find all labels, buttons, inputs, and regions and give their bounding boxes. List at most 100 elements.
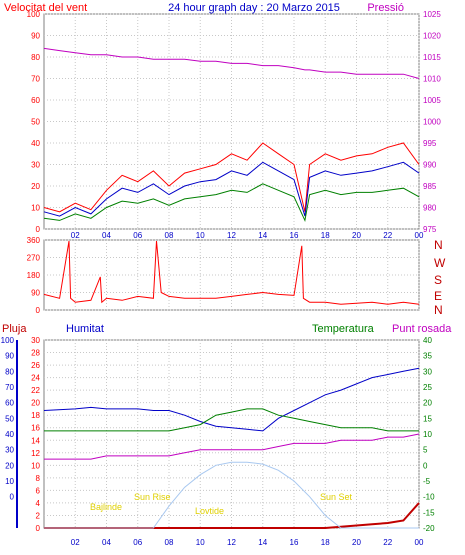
x-tick-bottom-14: 14 [258, 538, 267, 547]
y-tick-rain-2: 2 [36, 511, 41, 520]
y-tick-temp-25: 25 [423, 383, 432, 392]
x-tick-top-12: 12 [227, 231, 236, 240]
y-tick-wind-90: 90 [31, 32, 40, 41]
pressure-axis-label: Pressió [367, 2, 404, 14]
temperature-label: Temperatura [312, 323, 375, 335]
y-tick-wind-20: 20 [31, 182, 40, 191]
x-tick-top-20: 20 [352, 231, 361, 240]
x-tick-bottom-16: 16 [290, 538, 299, 547]
y-tick-humidity-30: 30 [5, 446, 14, 455]
series-bottom-2 [44, 433, 420, 460]
y-tick-dir-0: 0 [36, 306, 41, 315]
y-tick-temp-15: 15 [423, 414, 432, 423]
dewpoint-label: Punt rosada [392, 323, 452, 335]
y-tick-humidity-60: 60 [5, 399, 14, 408]
x-tick-top-16: 16 [290, 231, 299, 240]
x-tick-top-08: 08 [165, 231, 174, 240]
y-tick-dir-360: 360 [27, 236, 41, 245]
x-tick-bottom-00: 00 [415, 538, 424, 547]
y-tick-rain-18: 18 [31, 411, 40, 420]
y-tick-temp-20: 20 [423, 399, 432, 408]
y-tick-wind-10: 10 [31, 204, 40, 213]
y-tick-wind-60: 60 [31, 96, 40, 105]
y-tick-rain-14: 14 [31, 436, 40, 445]
compass-label-e: E [434, 289, 442, 303]
y-tick-temp--5: -5 [423, 477, 431, 486]
y-tick-dir-90: 90 [31, 289, 40, 298]
sun-label-sunset: Sun Set [320, 492, 353, 502]
x-tick-bottom-22: 22 [383, 538, 392, 547]
x-tick-bottom-18: 18 [321, 538, 330, 547]
y-tick-dir-180: 180 [27, 271, 41, 280]
y-tick-rain-10: 10 [31, 461, 40, 470]
sun-label-lovtide: Lovtide [195, 506, 224, 516]
series-bottom-0 [43, 367, 420, 432]
y-tick-humidity-80: 80 [5, 367, 14, 376]
y-tick-temp--20: -20 [423, 524, 435, 533]
series-top-1 [43, 161, 420, 217]
compass-label-n-top: N [434, 238, 443, 252]
x-tick-top-22: 22 [383, 231, 392, 240]
x-tick-top-18: 18 [321, 231, 330, 240]
y-tick-wind-50: 50 [31, 118, 40, 127]
x-tick-bottom-20: 20 [352, 538, 361, 547]
y-tick-pressure-985: 985 [423, 182, 437, 191]
series-top-2 [43, 183, 420, 223]
x-tick-top-02: 02 [71, 231, 80, 240]
y-tick-temp-0: 0 [423, 461, 428, 470]
x-tick-top-06: 06 [133, 231, 142, 240]
series-direction-0 [43, 240, 420, 305]
series-bottom-4 [44, 461, 419, 529]
x-tick-bottom-12: 12 [227, 538, 236, 547]
y-tick-wind-80: 80 [31, 53, 40, 62]
y-tick-humidity-10: 10 [5, 477, 14, 486]
y-tick-wind-30: 30 [31, 161, 40, 170]
x-tick-bottom-08: 08 [165, 538, 174, 547]
y-tick-temp--15: -15 [423, 508, 435, 517]
y-tick-humidity-50: 50 [5, 414, 14, 423]
x-tick-bottom-10: 10 [196, 538, 205, 547]
y-tick-temp-40: 40 [423, 336, 432, 345]
y-tick-pressure-990: 990 [423, 161, 437, 170]
y-tick-rain-26: 26 [31, 361, 40, 370]
y-tick-dir-270: 270 [27, 254, 41, 263]
y-tick-rain-12: 12 [31, 449, 40, 458]
rain-label: Pluja [2, 323, 27, 335]
y-tick-rain-4: 4 [36, 499, 41, 508]
humidity-label: Humitat [66, 323, 104, 335]
x-tick-top-00: 00 [415, 231, 424, 240]
sun-label-bajlinde: Bajlinde [90, 502, 122, 512]
sun-label-sunrise: Sun Rise [134, 492, 171, 502]
y-tick-pressure-1005: 1005 [423, 96, 441, 105]
y-tick-pressure-1000: 1000 [423, 118, 441, 127]
y-tick-rain-8: 8 [36, 474, 41, 483]
y-tick-humidity-90: 90 [5, 352, 14, 361]
series-bottom-1 [44, 408, 419, 432]
y-tick-temp-5: 5 [423, 446, 428, 455]
y-tick-rain-22: 22 [31, 386, 40, 395]
compass-label-w: W [434, 256, 446, 270]
y-tick-wind-0: 0 [36, 225, 41, 234]
y-tick-rain-20: 20 [31, 399, 40, 408]
y-tick-humidity-0: 0 [10, 493, 15, 502]
x-tick-top-10: 10 [196, 231, 205, 240]
y-tick-rain-24: 24 [31, 374, 40, 383]
compass-label-s: S [434, 273, 442, 287]
y-tick-rain-6: 6 [36, 486, 41, 495]
y-tick-temp-35: 35 [423, 352, 432, 361]
y-tick-humidity-100: 100 [1, 336, 15, 345]
y-tick-pressure-1025: 1025 [423, 10, 441, 19]
y-tick-pressure-1010: 1010 [423, 75, 441, 84]
y-tick-wind-100: 100 [27, 10, 41, 19]
y-tick-pressure-995: 995 [423, 139, 437, 148]
y-tick-humidity-70: 70 [5, 383, 14, 392]
series-top-3 [43, 47, 420, 79]
y-tick-pressure-980: 980 [423, 204, 437, 213]
y-tick-pressure-1015: 1015 [423, 53, 441, 62]
y-tick-wind-40: 40 [31, 139, 40, 148]
y-tick-wind-70: 70 [31, 75, 40, 84]
y-tick-temp--10: -10 [423, 493, 435, 502]
y-tick-pressure-975: 975 [423, 225, 437, 234]
wind-speed-axis-label: Velocitat del vent [4, 2, 87, 14]
